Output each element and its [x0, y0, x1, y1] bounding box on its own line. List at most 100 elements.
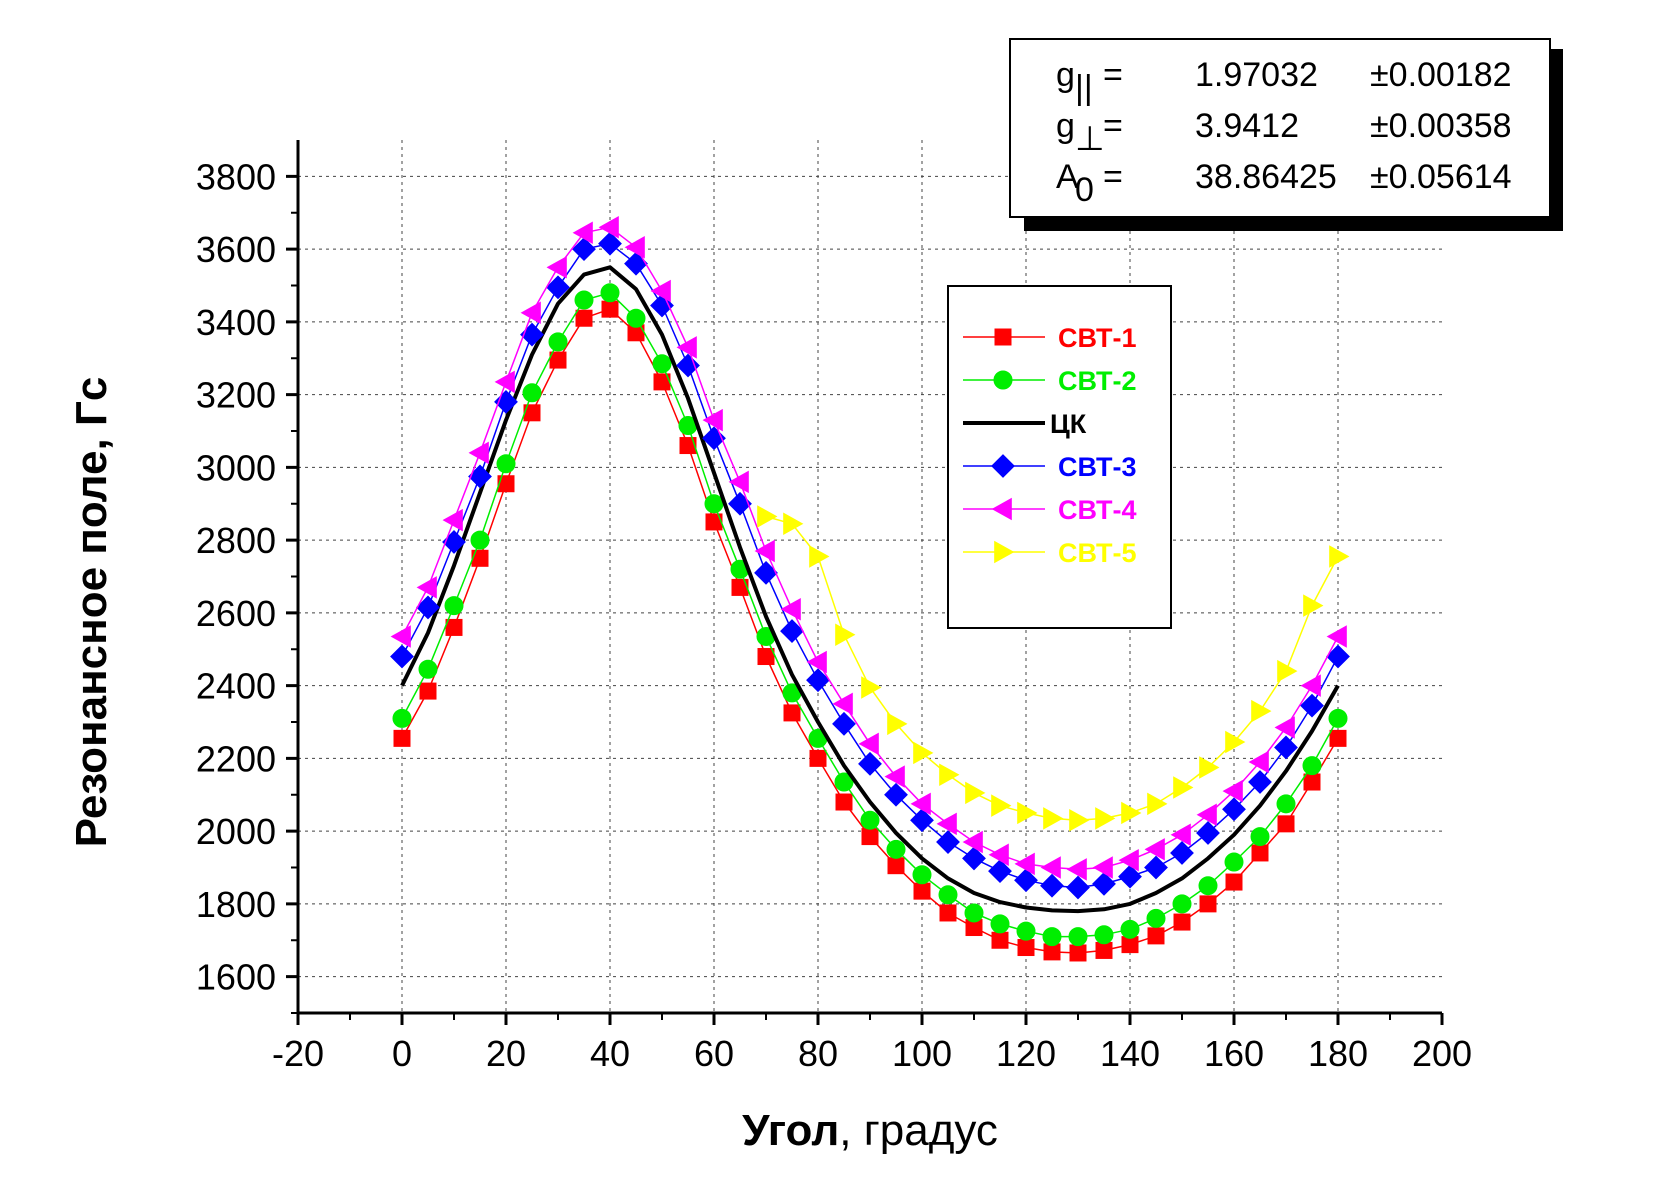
y-axis-title: Резонансное поле, Гс [67, 377, 116, 848]
x-tick-label: 200 [1412, 1033, 1472, 1074]
series-point [572, 221, 593, 245]
x-tick-label: -20 [272, 1033, 324, 1074]
series-point [470, 530, 490, 550]
x-tick-label: 100 [892, 1033, 952, 1074]
legend: СВТ-1 СВТ-2 ЦК СВТ-3 СВТ-4 СВТ-5 [947, 285, 1172, 629]
legend-label: СВТ-1 [1058, 323, 1136, 353]
param-value: 1.97032 [1195, 56, 1318, 94]
fit-parameters-panel [1009, 38, 1551, 218]
series-point [1118, 864, 1142, 889]
x-tick-label: 0 [392, 1033, 412, 1074]
series-point [1198, 876, 1218, 896]
x-axis-title-bold: Угол [742, 1106, 839, 1155]
series-point [1040, 873, 1064, 898]
series-point [496, 454, 516, 474]
series-point [757, 505, 778, 528]
series-point [1094, 925, 1114, 945]
param-value: 3.9412 [1195, 107, 1299, 145]
series-point [522, 383, 542, 403]
y-tick-label: 2200 [196, 738, 276, 779]
series-point [809, 749, 827, 767]
series-point [780, 597, 801, 621]
series-point [1066, 875, 1090, 900]
legend-marker [991, 497, 1012, 521]
y-tick-label: 2400 [196, 666, 276, 707]
series-point [419, 682, 437, 700]
series-point [1173, 776, 1194, 799]
series-point [546, 275, 570, 300]
series-point [964, 903, 984, 923]
series-point [1303, 594, 1324, 617]
param-symbol: A [1056, 158, 1079, 196]
y-tick-label: 1600 [196, 957, 276, 998]
series-point [1274, 735, 1298, 760]
series-point [679, 437, 697, 455]
series-point [962, 846, 986, 871]
series-point [652, 354, 672, 374]
param-error: ±0.05614 [1370, 158, 1512, 196]
series-point [913, 741, 934, 765]
x-tick-label: 120 [996, 1033, 1056, 1074]
legend-label: СВТ-3 [1058, 452, 1136, 482]
y-axis-ticks: 1600 1800 2000 2200 2400 2600 2800 3000 3200 3400… [196, 156, 298, 1014]
series-point [936, 812, 957, 836]
series-point [1040, 856, 1061, 879]
series-point [1121, 936, 1139, 954]
x-tick-label: 160 [1204, 1033, 1264, 1074]
series-point [809, 545, 830, 568]
series-point [704, 494, 724, 514]
series-point [1147, 927, 1165, 945]
series-3 [400, 265, 1340, 914]
param-error: ±0.00182 [1370, 56, 1512, 94]
series-point [860, 810, 880, 830]
series-point [572, 237, 596, 262]
series-point [548, 332, 568, 352]
series-point [598, 231, 622, 256]
series-point [910, 808, 934, 833]
y-tick-label: 2600 [196, 593, 276, 634]
series-point [858, 751, 882, 776]
series-point [598, 216, 619, 239]
series-point [1303, 773, 1321, 791]
series-4 [390, 231, 1350, 900]
series-point [416, 595, 440, 620]
series-point [1120, 919, 1140, 939]
series-point [1196, 803, 1217, 827]
series-point [887, 857, 905, 875]
series-point [938, 885, 958, 905]
y-tick-label: 3400 [196, 302, 276, 343]
legend-item-4: СВТ-3 [963, 452, 1136, 482]
series-point [1092, 856, 1113, 879]
series-point [1066, 858, 1087, 881]
y-tick-label: 3800 [196, 156, 276, 197]
series-point [754, 560, 778, 585]
series-5 [390, 216, 1347, 881]
series-point [442, 508, 463, 532]
series-point [1014, 868, 1038, 893]
legend-item-2: СВТ-2 [963, 366, 1136, 396]
series-point [728, 470, 749, 494]
param-symbol: g [1056, 107, 1075, 145]
series-point [390, 625, 411, 648]
param-error: ±0.00358 [1370, 107, 1512, 145]
param-row-3: A0 = 38.86425 ±0.05614 [1056, 158, 1512, 209]
series-point [1224, 852, 1244, 872]
series-point [754, 539, 775, 563]
legend-marker [994, 328, 1012, 346]
series-point [494, 370, 515, 394]
series-point [1017, 801, 1038, 825]
series-point [780, 619, 804, 643]
series-line-3 [400, 265, 1340, 914]
series-point [549, 351, 567, 369]
series-point [1043, 807, 1064, 830]
legend-label: ЦК [1050, 409, 1087, 439]
series-point [962, 830, 983, 854]
series-point [1199, 756, 1220, 779]
series-point [418, 659, 438, 679]
series-point [1251, 844, 1269, 862]
series-point [1017, 939, 1035, 957]
series-point [390, 644, 414, 669]
param-subscript: 0 [1075, 171, 1094, 209]
series-6 [757, 505, 1350, 832]
